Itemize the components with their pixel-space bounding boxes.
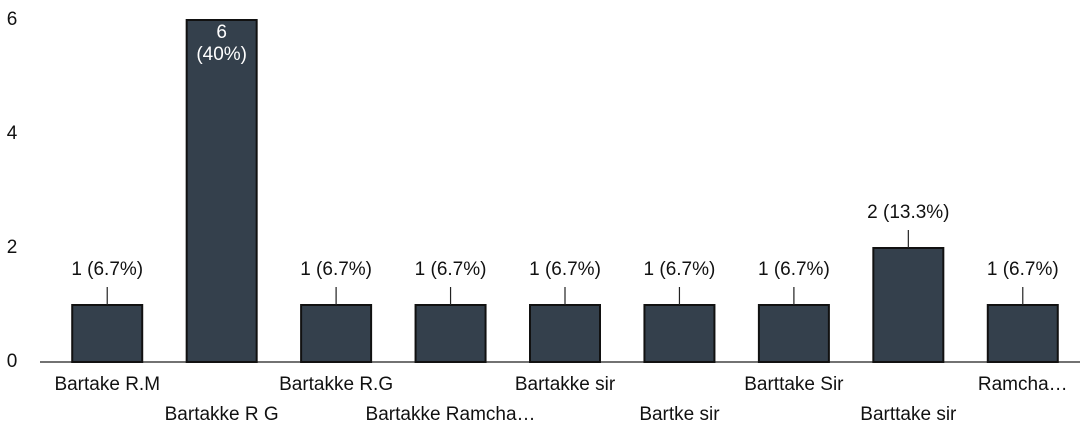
value-label: 1 (6.7%) (300, 259, 373, 280)
y-tick-label: 6 (6, 9, 18, 30)
bar (986, 304, 1059, 363)
x-tick-label: Bartke sir (639, 404, 720, 425)
y-tick-label: 2 (6, 237, 18, 258)
value-label: 1 (6.7%) (529, 259, 601, 280)
bar (414, 304, 487, 363)
x-tick-label: Ramcha… (977, 374, 1068, 395)
x-tick-label: Bartakke Ramcha… (365, 404, 536, 425)
value-label: 2 (13.3%) (867, 202, 950, 223)
value-label: 1 (6.7%) (643, 259, 716, 280)
value-label: 1 (6.7%) (414, 259, 487, 280)
bar (185, 19, 258, 363)
bar (300, 304, 373, 363)
bar (71, 304, 144, 363)
value-label: 1 (6.7%) (986, 259, 1059, 280)
x-tick-label: Bartakke R G (164, 404, 279, 425)
y-tick-label: 0 (6, 351, 18, 372)
bar (529, 304, 601, 363)
value-label: 6 (40%) (196, 22, 247, 65)
x-tick-label: Barttake sir (860, 404, 957, 425)
bar (757, 304, 830, 363)
x-tick-label: Bartakke sir (514, 374, 616, 395)
y-tick-label: 4 (6, 123, 18, 144)
bar (643, 304, 716, 363)
value-label: 1 (6.7%) (71, 259, 144, 280)
x-tick-label: Bartakke R.G (279, 374, 394, 395)
value-label: 1 (6.7%) (757, 259, 830, 280)
bar (872, 247, 945, 363)
x-tick-label: Barttake Sir (744, 374, 844, 395)
x-tick-label: Bartake R.M (54, 374, 161, 395)
